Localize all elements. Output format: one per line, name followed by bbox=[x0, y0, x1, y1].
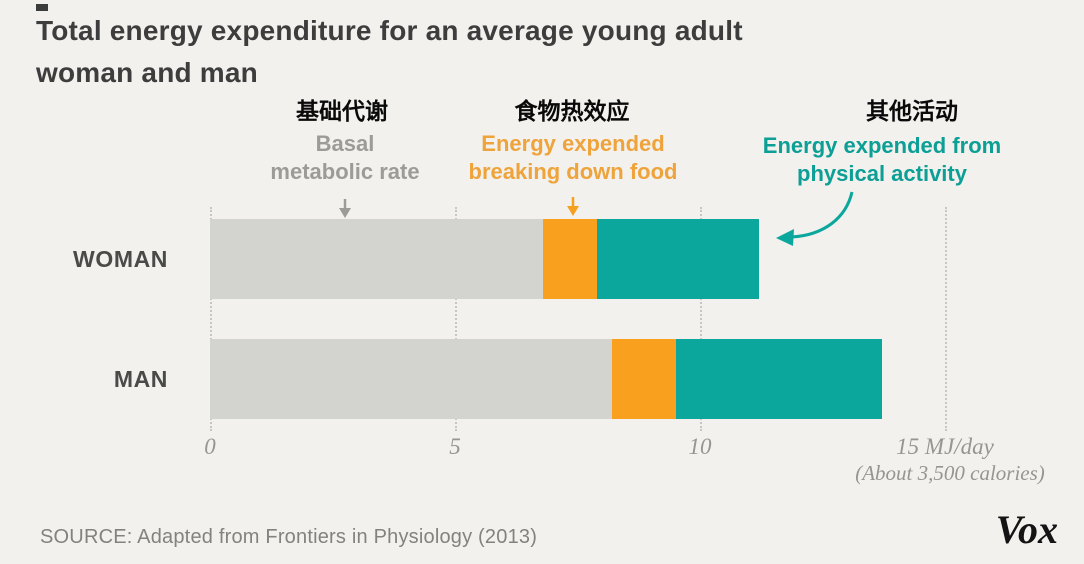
legend-activity-line1: Energy expended from bbox=[762, 133, 1002, 158]
chart-title: Total energy expenditure for an average … bbox=[36, 10, 956, 94]
legend-physical-activity: Energy expended from physical activity bbox=[763, 132, 1001, 188]
chart-title-line1: Total energy expenditure for an average … bbox=[36, 15, 743, 46]
gridline-0 bbox=[210, 207, 212, 431]
food-arrow-down-icon bbox=[567, 197, 579, 216]
x-tick-10: 10 bbox=[688, 434, 712, 459]
x-tick-15-mjday: 15 MJ/day bbox=[896, 434, 994, 459]
x-tick-5: 5 bbox=[449, 434, 461, 459]
bar-woman-segment-food bbox=[543, 219, 597, 299]
bar-woman-segment-activity bbox=[597, 219, 759, 299]
annotation-food-cn: 食物热效应 bbox=[514, 99, 630, 125]
bar-man-segment-basal bbox=[210, 339, 612, 419]
bar-man-segment-activity bbox=[676, 339, 882, 419]
bar-woman bbox=[210, 219, 759, 299]
chart-title-line2: woman and man bbox=[36, 57, 258, 88]
annotation-basal-cn: 基础代谢 bbox=[296, 99, 388, 125]
crop-artifact bbox=[36, 4, 48, 11]
legend-basal-line1: Basal bbox=[315, 131, 375, 156]
row-label-woman: WOMAN bbox=[73, 246, 168, 272]
gridline-5 bbox=[455, 207, 457, 431]
legend-food-line2: breaking down food bbox=[468, 159, 678, 184]
annotation-activity-cn: 其他活动 bbox=[866, 99, 958, 125]
bar-man bbox=[210, 339, 882, 419]
legend-basal-metabolic-rate: Basal metabolic rate bbox=[270, 130, 419, 186]
legend-activity-line2: physical activity bbox=[797, 161, 967, 186]
row-label-man: MAN bbox=[113, 366, 168, 392]
source-note: SOURCE: Adapted from Frontiers in Physio… bbox=[40, 526, 538, 548]
gridline-10 bbox=[700, 207, 702, 431]
gridline-15 bbox=[945, 207, 947, 431]
activity-arrow-curved-icon bbox=[776, 191, 854, 246]
bar-man-segment-food bbox=[612, 339, 676, 419]
basal-arrow-down-icon bbox=[339, 199, 351, 218]
vox-logo: Vox bbox=[995, 507, 1058, 552]
legend-breaking-down-food: Energy expended breaking down food bbox=[469, 130, 678, 186]
x-axis-calories-note: (About 3,500 calories) bbox=[855, 461, 1045, 485]
legend-food-line1: Energy expended bbox=[481, 131, 665, 156]
legend-basal-line2: metabolic rate bbox=[270, 159, 420, 184]
x-tick-0: 0 bbox=[204, 434, 216, 459]
bar-woman-segment-basal bbox=[210, 219, 543, 299]
